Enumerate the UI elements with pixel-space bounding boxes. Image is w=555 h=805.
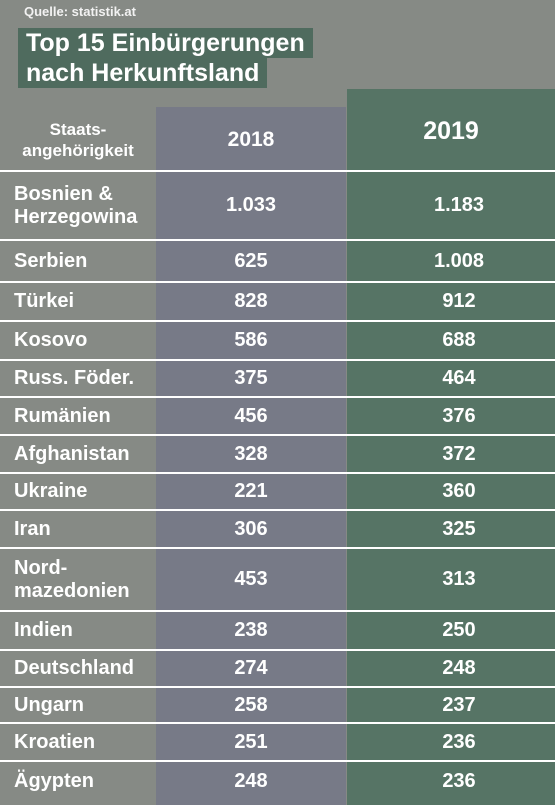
table-cell-2019: 250 [347,612,555,649]
table-cell-2019: 912 [347,283,555,320]
header-2018: 2018 [156,110,346,170]
table-cell-country: Kroatien [14,724,156,760]
table-cell-country: Afghanistan [14,436,156,472]
table-cell-2019: 325 [347,511,555,547]
table-cell-2019: 360 [347,474,555,509]
table-cell-country: Türkei [14,283,156,320]
table-cell-2018: 238 [156,612,346,649]
table-cell-country: Deutschland [14,651,156,686]
table-cell-2019: 248 [347,651,555,686]
table-cell-2018: 375 [156,361,346,396]
table-cell-2018: 248 [156,762,346,801]
table-cell-2018: 258 [156,688,346,722]
table-cell-2018: 274 [156,651,346,686]
source-label: Quelle: statistik.at [24,4,136,19]
table-cell-country: Ungarn [14,688,156,722]
table-cell-2018: 306 [156,511,346,547]
table-cell-2018: 453 [156,549,346,610]
table-cell-country: Bosnien & Herzegowina [14,172,156,239]
header-2019: 2019 [347,92,555,170]
table-cell-2018: 251 [156,724,346,760]
table-cell-2019: 464 [347,361,555,396]
table-cell-2018: 828 [156,283,346,320]
title-line-1: Top 15 Einbürgerungen [18,28,313,58]
table-cell-country: Ägypten [14,762,156,801]
table-cell-2018: 586 [156,322,346,359]
table-cell-2019: 313 [347,549,555,610]
title-line-2: nach Herkunftsland [18,58,267,88]
table-cell-2018: 328 [156,436,346,472]
table-cell-2019: 376 [347,398,555,434]
table-cell-2019: 688 [347,322,555,359]
table-cell-2018: 1.033 [156,172,346,239]
table-cell-country: Ukraine [14,474,156,509]
table-cell-2018: 456 [156,398,346,434]
table-cell-country: Nord-mazedonien [14,549,156,610]
table-cell-2019: 372 [347,436,555,472]
table-cell-country: Iran [14,511,156,547]
table-cell-2019: 237 [347,688,555,722]
table-cell-2019: 1.183 [347,172,555,239]
header-country-label: Staats-angehörigkeit [22,119,133,161]
table-cell-country: Rumänien [14,398,156,434]
header-country: Staats-angehörigkeit [0,110,156,170]
table-cell-country: Serbien [14,241,156,281]
table-cell-country: Russ. Föder. [14,361,156,396]
table-cell-2018: 221 [156,474,346,509]
table-cell-country: Indien [14,612,156,649]
table-cell-2018: 625 [156,241,346,281]
table-cell-2019: 236 [347,724,555,760]
table-cell-country: Kosovo [14,322,156,359]
table-cell-2019: 236 [347,762,555,801]
table-cell-2019: 1.008 [347,241,555,281]
